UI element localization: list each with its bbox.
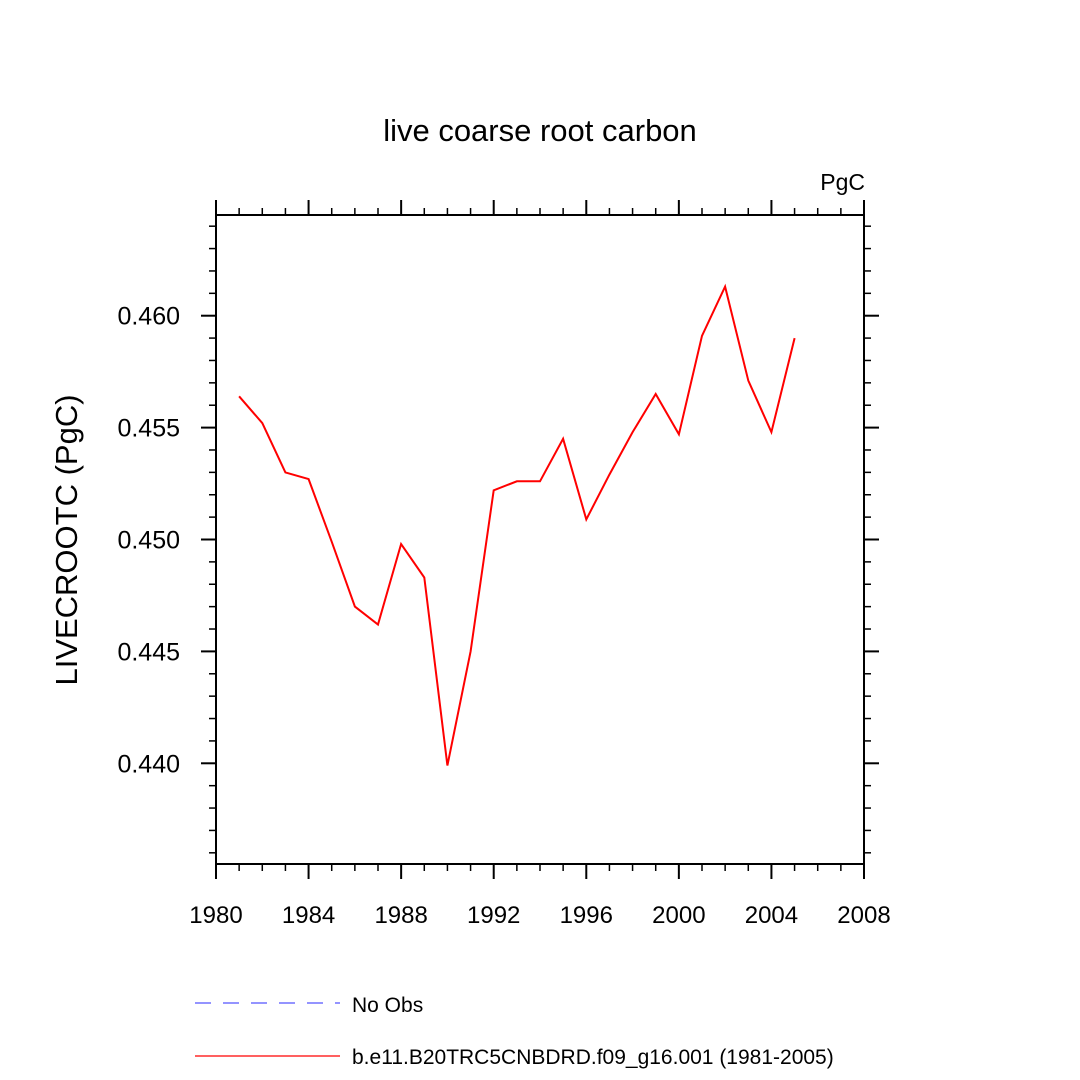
legend: No Obs b.e11.B20TRC5CNBDRD.f09_g16.001 (…: [195, 994, 834, 1069]
x-tick-label: 1988: [374, 902, 427, 929]
y-tick-labels: 0.440 0.445 0.450 0.455 0.460: [117, 303, 180, 779]
y-tick-label: 0.455: [117, 415, 180, 443]
y-tick-label: 0.440: [117, 750, 180, 778]
axis-ticks: [201, 200, 879, 879]
legend-label-model: b.e11.B20TRC5CNBDRD.f09_g16.001 (1981-20…: [352, 1046, 834, 1069]
x-tick-label: 2004: [745, 902, 798, 929]
y-tick-label: 0.460: [117, 303, 180, 331]
legend-label-no-obs: No Obs: [352, 994, 423, 1017]
chart-title: live coarse root carbon: [383, 113, 697, 148]
y-tick-label: 0.445: [117, 638, 180, 666]
x-tick-label: 1984: [282, 902, 335, 929]
series-layer: [238, 283, 796, 766]
x-tick-label: 1980: [189, 902, 242, 929]
x-tick-label: 2000: [652, 902, 705, 929]
plot-frame: [215, 214, 865, 865]
units-label: PgC: [820, 169, 865, 195]
x-tick-label: 1996: [560, 902, 613, 929]
x-tick-label: 2008: [837, 902, 890, 929]
x-tick-label: 1992: [467, 902, 520, 929]
series-line: [238, 283, 796, 766]
y-axis-label: LIVECROOTC (PgC): [49, 394, 84, 685]
y-tick-label: 0.450: [117, 527, 180, 555]
x-tick-labels: 1980 1984 1988 1992 1996 2000 2004 2008: [189, 902, 890, 929]
